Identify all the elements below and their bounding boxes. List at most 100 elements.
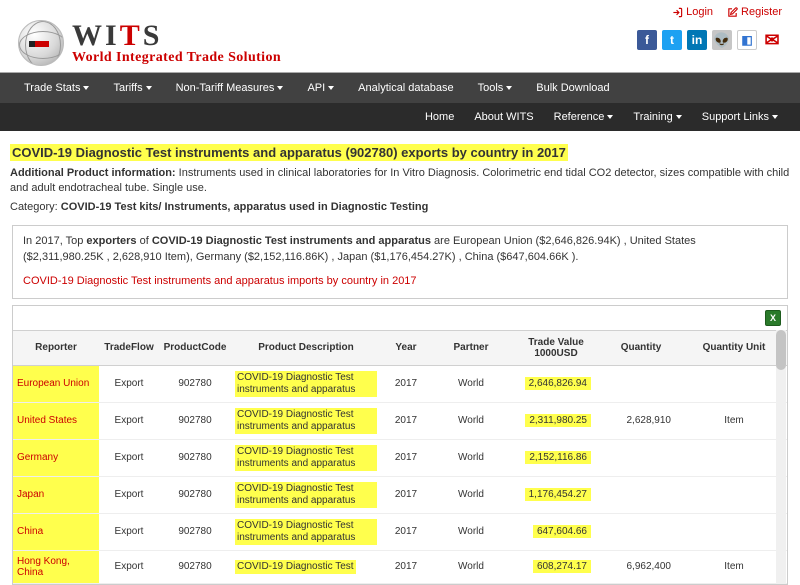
value-cell: 2,152,116.86 <box>511 439 601 476</box>
table-row: European UnionExport902780COVID-19 Diagn… <box>13 365 787 402</box>
reporter-cell[interactable]: Hong Kong, China <box>13 550 99 583</box>
chevron-down-icon <box>772 115 778 119</box>
chevron-down-icon <box>676 115 682 119</box>
unit-cell <box>681 476 787 513</box>
value-cell: 2,646,826.94 <box>511 365 601 402</box>
additional-info: Additional Product information: Instrume… <box>10 166 790 197</box>
nav1-item-1[interactable]: Tariffs <box>101 73 163 103</box>
nav1-item-2[interactable]: Non-Tariff Measures <box>164 73 296 103</box>
page-title: COVID-19 Diagnostic Test instruments and… <box>10 144 568 161</box>
delicious-icon[interactable]: ◧ <box>737 30 757 50</box>
nav2-label: Support Links <box>702 111 769 123</box>
nav2-item-2[interactable]: Reference <box>544 103 624 131</box>
register-link[interactable]: Register <box>727 6 782 18</box>
nav1-item-0[interactable]: Trade Stats <box>12 73 101 103</box>
col-header[interactable]: Quantity <box>601 330 681 365</box>
login-link[interactable]: Login <box>672 6 713 18</box>
register-icon <box>727 7 738 18</box>
unit-cell <box>681 365 787 402</box>
nav2-item-4[interactable]: Support Links <box>692 103 788 131</box>
flow-cell: Export <box>99 365 159 402</box>
col-header[interactable]: Year <box>381 330 431 365</box>
data-table-container: X ReporterTradeFlowProductCodeProduct De… <box>12 305 788 585</box>
desc-cell: COVID-19 Diagnostic Test instruments and… <box>231 476 381 513</box>
nav1-label: Tariffs <box>113 82 142 94</box>
table-row: Hong Kong, ChinaExport902780COVID-19 Dia… <box>13 550 787 583</box>
nav1-label: API <box>307 82 325 94</box>
reporter-cell[interactable]: Germany <box>13 439 99 476</box>
primary-nav: Trade Stats Tariffs Non-Tariff Measures API… <box>0 72 800 103</box>
code-cell: 902780 <box>159 550 231 583</box>
partner-cell: World <box>431 550 511 583</box>
nav1-label: Trade Stats <box>24 82 80 94</box>
year-cell: 2017 <box>381 476 431 513</box>
year-cell: 2017 <box>381 513 431 550</box>
partner-cell: World <box>431 513 511 550</box>
login-label: Login <box>686 6 713 18</box>
unit-cell <box>681 513 787 550</box>
unit-cell: Item <box>681 550 787 583</box>
brand-acronym: WITS <box>72 21 281 51</box>
email-icon[interactable]: ✉ <box>762 30 782 50</box>
reddit-icon[interactable]: 👽 <box>712 30 732 50</box>
nav1-item-3[interactable]: API <box>295 73 346 103</box>
value-cell: 2,311,980.25 <box>511 402 601 439</box>
qty-cell: 2,628,910 <box>601 402 681 439</box>
value-cell: 647,604.66 <box>511 513 601 550</box>
desc-cell: COVID-19 Diagnostic Test instruments and… <box>231 439 381 476</box>
reporter-cell[interactable]: European Union <box>13 365 99 402</box>
year-cell: 2017 <box>381 402 431 439</box>
table-row: United StatesExport902780COVID-19 Diagno… <box>13 402 787 439</box>
nav2-item-0[interactable]: Home <box>415 103 464 131</box>
year-cell: 2017 <box>381 439 431 476</box>
code-cell: 902780 <box>159 402 231 439</box>
nav1-item-6[interactable]: Bulk Download <box>524 73 621 103</box>
site-logo[interactable]: WITS World Integrated Trade Solution <box>18 20 281 66</box>
secondary-nav: HomeAbout WITSReferenceTraining Support L… <box>0 103 800 131</box>
data-table: ReporterTradeFlowProductCodeProduct Desc… <box>13 330 787 584</box>
nav1-item-4[interactable]: Analytical database <box>346 73 465 103</box>
related-imports-link[interactable]: COVID-19 Diagnostic Test instruments and… <box>23 274 417 290</box>
nav1-item-5[interactable]: Tools <box>466 73 525 103</box>
export-excel-button[interactable]: X <box>765 310 781 326</box>
social-links: ftin👽◧✉ <box>637 20 782 50</box>
col-header[interactable]: ProductCode <box>159 330 231 365</box>
partner-cell: World <box>431 476 511 513</box>
desc-cell: COVID-19 Diagnostic Test instruments and… <box>231 365 381 402</box>
twitter-icon[interactable]: t <box>662 30 682 50</box>
linkedin-icon[interactable]: in <box>687 30 707 50</box>
unit-cell: Item <box>681 402 787 439</box>
partner-cell: World <box>431 402 511 439</box>
qty-cell <box>601 365 681 402</box>
nav2-item-1[interactable]: About WITS <box>464 103 543 131</box>
chevron-down-icon <box>607 115 613 119</box>
qty-cell <box>601 513 681 550</box>
col-header[interactable]: Trade Value 1000USD <box>511 330 601 365</box>
reporter-cell[interactable]: United States <box>13 402 99 439</box>
qty-cell <box>601 439 681 476</box>
nav2-item-3[interactable]: Training <box>623 103 691 131</box>
col-header[interactable]: TradeFlow <box>99 330 159 365</box>
table-row: GermanyExport902780COVID-19 Diagnostic T… <box>13 439 787 476</box>
partner-cell: World <box>431 365 511 402</box>
partner-cell: World <box>431 439 511 476</box>
col-header[interactable]: Partner <box>431 330 511 365</box>
value-cell: 608,274.17 <box>511 550 601 583</box>
table-row: ChinaExport902780COVID-19 Diagnostic Tes… <box>13 513 787 550</box>
scrollbar-thumb[interactable] <box>776 330 786 370</box>
col-header[interactable]: Product Description <box>231 330 381 365</box>
col-header[interactable]: Quantity Unit <box>681 330 787 365</box>
facebook-icon[interactable]: f <box>637 30 657 50</box>
value-cell: 1,176,454.27 <box>511 476 601 513</box>
qty-cell <box>601 476 681 513</box>
reporter-cell[interactable]: Japan <box>13 476 99 513</box>
reporter-cell[interactable]: China <box>13 513 99 550</box>
table-row: JapanExport902780COVID-19 Diagnostic Tes… <box>13 476 787 513</box>
login-icon <box>672 7 683 18</box>
chevron-down-icon <box>328 86 334 90</box>
globe-icon <box>18 20 64 66</box>
col-header[interactable]: Reporter <box>13 330 99 365</box>
code-cell: 902780 <box>159 365 231 402</box>
code-cell: 902780 <box>159 513 231 550</box>
nav1-label: Non-Tariff Measures <box>176 82 275 94</box>
